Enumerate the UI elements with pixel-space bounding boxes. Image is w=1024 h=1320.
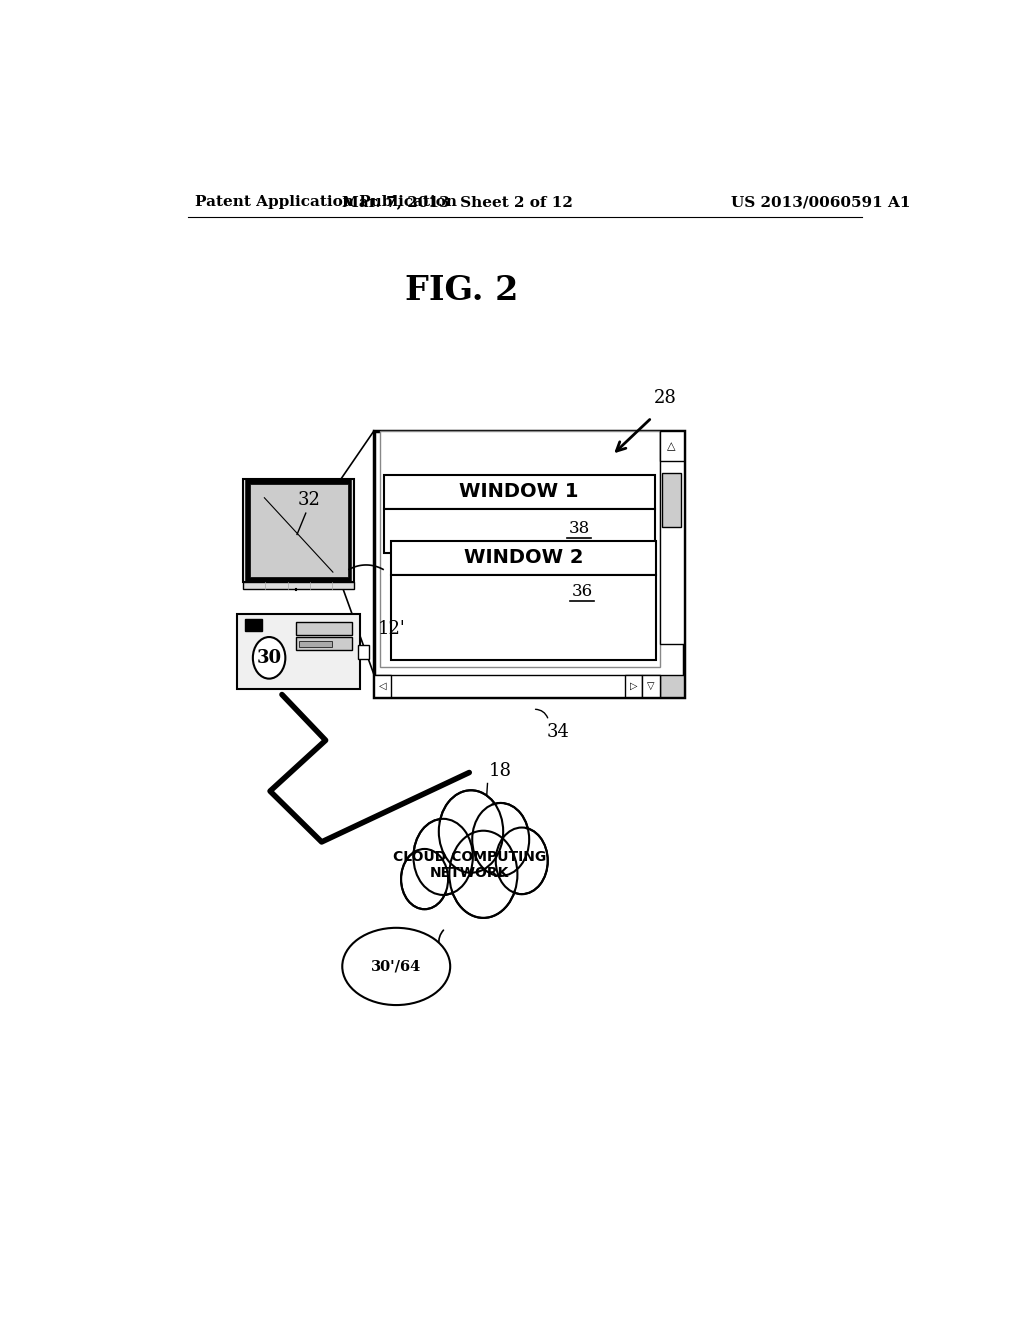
Text: 32: 32	[298, 491, 321, 510]
Bar	[244, 582, 354, 589]
Circle shape	[414, 818, 473, 895]
Bar	[663, 474, 681, 527]
Circle shape	[498, 830, 546, 891]
Ellipse shape	[342, 928, 451, 1005]
Text: CLOUD COMPUTING
NETWORK: CLOUD COMPUTING NETWORK	[392, 850, 546, 880]
Circle shape	[450, 830, 517, 917]
Text: 34: 34	[547, 722, 569, 741]
Circle shape	[474, 807, 527, 873]
Bar	[659, 430, 684, 461]
Bar	[625, 675, 642, 697]
Bar	[384, 508, 655, 553]
Bar	[374, 430, 684, 697]
Circle shape	[472, 803, 529, 876]
Text: 18: 18	[489, 763, 512, 780]
Circle shape	[452, 834, 515, 915]
Bar	[245, 619, 262, 631]
Bar	[358, 645, 369, 660]
Bar	[244, 479, 354, 582]
Bar	[238, 614, 360, 689]
Bar	[642, 675, 659, 697]
Text: 38: 38	[568, 520, 590, 537]
Text: ▷: ▷	[630, 681, 637, 690]
Text: US 2013/0060591 A1: US 2013/0060591 A1	[731, 195, 910, 209]
Bar	[250, 484, 347, 577]
Text: WINDOW 1: WINDOW 1	[460, 482, 579, 502]
Text: 30: 30	[257, 649, 282, 667]
Text: 12': 12'	[378, 620, 406, 638]
Bar	[659, 675, 684, 697]
Text: Mar. 7, 2013  Sheet 2 of 12: Mar. 7, 2013 Sheet 2 of 12	[342, 195, 572, 209]
Text: FIG. 2: FIG. 2	[404, 275, 518, 308]
Circle shape	[402, 851, 446, 907]
Circle shape	[439, 791, 503, 873]
Text: ◁: ◁	[379, 681, 386, 690]
Bar	[296, 638, 351, 651]
Bar	[384, 475, 655, 508]
Text: 36: 36	[571, 583, 593, 601]
Text: ▽: ▽	[647, 681, 654, 690]
Circle shape	[401, 849, 449, 909]
Bar	[391, 541, 656, 574]
Bar	[248, 482, 349, 578]
Circle shape	[441, 793, 501, 870]
Bar	[299, 640, 332, 647]
Bar	[659, 430, 684, 644]
Bar	[374, 675, 391, 697]
Bar	[374, 675, 659, 697]
Bar	[391, 574, 656, 660]
Text: 30'/64: 30'/64	[371, 960, 421, 973]
Bar	[380, 430, 659, 667]
Circle shape	[253, 638, 286, 678]
Text: Patent Application Publication: Patent Application Publication	[196, 195, 458, 209]
Circle shape	[416, 822, 470, 892]
Circle shape	[496, 828, 548, 894]
Text: WINDOW 2: WINDOW 2	[464, 548, 584, 568]
Bar	[296, 622, 351, 635]
Text: 28: 28	[653, 389, 676, 408]
Text: △: △	[668, 441, 676, 451]
